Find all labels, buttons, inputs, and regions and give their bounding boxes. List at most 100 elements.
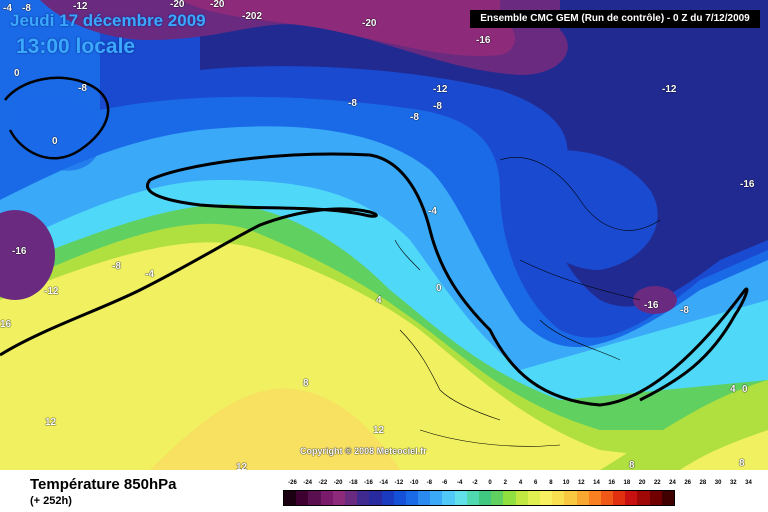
contour-label: -8 — [112, 261, 121, 272]
greenland-shape — [14, 95, 103, 171]
legend-swatch — [381, 491, 394, 505]
legend-swatch — [466, 491, 479, 505]
arctic-core — [180, 0, 515, 56]
legend-tick: 2 — [503, 480, 507, 486]
contour-label: -4 — [428, 206, 437, 217]
legend-swatch — [296, 491, 309, 505]
legend-tick: 14 — [593, 480, 600, 486]
color-legend — [283, 490, 675, 506]
contour-label: -8 — [78, 83, 87, 94]
legend-swatch — [649, 491, 662, 505]
east-cold-pocket — [633, 286, 677, 314]
legend-tick: -6 — [441, 480, 448, 486]
model-run-label: Ensemble CMC GEM (Run de contrôle) - 0 Z… — [470, 10, 760, 28]
forecast-offset: (+ 252h) — [30, 495, 72, 507]
map-title: Température 850hPa — [30, 476, 177, 493]
legend-swatch — [454, 491, 467, 505]
legend-tick: 6 — [534, 480, 538, 486]
legend-tick: 10 — [562, 480, 570, 486]
legend-swatch — [284, 491, 297, 505]
contour-label: 0 — [742, 384, 748, 395]
legend-tick: -12 — [394, 480, 404, 486]
forecast-time: 13:00 locale — [16, 35, 136, 58]
legend-tick: 16 — [608, 480, 616, 486]
legend-tick: 32 — [729, 480, 737, 486]
contour-label: -16 — [476, 35, 491, 46]
contour-label: 4 — [730, 384, 736, 395]
contour-label: -8 — [433, 101, 442, 112]
contour-label: -4 — [3, 3, 12, 14]
legend-tick: 22 — [653, 480, 661, 486]
legend-swatch — [430, 491, 443, 505]
legend-swatch — [527, 491, 540, 505]
legend-tick: 8 — [549, 480, 553, 486]
legend-tick: -14 — [379, 480, 389, 486]
legend-tick: 34 — [745, 480, 752, 486]
copyright: Copyright © 2008 Meteociel.fr — [300, 446, 427, 456]
legend-swatch — [613, 491, 626, 505]
zero-isotherm — [0, 152, 749, 407]
temperature-map: -4 -8 -12 -20 -20 -202 -20 -16 0 -8 0 -8… — [0, 0, 768, 470]
contour-label: -8 — [410, 112, 419, 123]
legend-swatch — [503, 491, 516, 505]
legend-tick: 18 — [623, 480, 631, 486]
legend-tick: -18 — [348, 480, 358, 486]
contour-label: -12 — [433, 84, 448, 95]
contour-label: 4 — [376, 295, 382, 306]
contour-label: -202 — [242, 11, 263, 22]
legend-tick: 4 — [518, 480, 523, 486]
legend-tick: -4 — [457, 480, 463, 486]
legend-tick: -26 — [288, 480, 297, 486]
southeast-yellow — [680, 430, 768, 470]
map-footer: Température 850hPa (+ 252h) -26 -24 -22 -20… — [0, 470, 768, 512]
legend-swatch — [442, 491, 455, 505]
contour-label: 0 — [14, 68, 20, 79]
legend-tick: 12 — [577, 480, 585, 486]
legend-tick: -22 — [318, 480, 328, 486]
legend-tick: -24 — [303, 480, 313, 486]
contour-label: 0 — [52, 136, 58, 147]
legend-swatch — [588, 491, 601, 505]
contour-label: 12 — [45, 417, 57, 428]
contour-label: -4 — [145, 269, 154, 280]
map-canvas — [0, 0, 768, 470]
contour-label: -16 — [12, 246, 27, 257]
contour-label: 8 — [303, 378, 309, 389]
legend-swatch — [357, 491, 370, 505]
legend-swatch — [661, 491, 674, 505]
legend-swatch — [320, 491, 333, 505]
contour-label: -8 — [680, 305, 689, 316]
contour-label: -20 — [170, 0, 185, 10]
contour-label: 0 — [436, 283, 442, 294]
zero-isotherm-north — [4, 76, 110, 160]
legend-swatch — [552, 491, 565, 505]
legend-tick: -16 — [364, 480, 373, 486]
borders — [499, 157, 661, 361]
legend-tick: -10 — [409, 480, 419, 486]
legend-swatch — [515, 491, 528, 505]
contour-label: -16 — [740, 179, 755, 190]
legend-tick: 24 — [669, 480, 676, 486]
legend-tick: 30 — [714, 480, 722, 486]
legend-swatch — [564, 491, 577, 505]
legend-tick: 20 — [638, 480, 646, 486]
contour-label: -20 — [210, 0, 225, 10]
legend-swatch — [576, 491, 589, 505]
contour-label: -12 — [662, 84, 677, 95]
contour-label: 8 — [629, 460, 635, 471]
legend-swatch — [405, 491, 419, 505]
contour-label: 12 — [373, 425, 385, 436]
legend-tick: -2 — [472, 480, 478, 486]
legend-swatch — [539, 491, 553, 505]
contour-label: -16 — [644, 300, 659, 311]
contour-label: 12 — [236, 462, 248, 471]
legend-swatch — [491, 491, 504, 505]
contour-label: 8 — [739, 458, 745, 469]
contour-label: -12 — [73, 1, 88, 12]
gold-core — [150, 388, 400, 470]
legend-swatch — [600, 491, 614, 505]
legend-swatch — [625, 491, 638, 505]
europe-cold-core — [500, 150, 658, 270]
coastlines — [394, 239, 561, 447]
contour-label: -8 — [348, 98, 357, 109]
